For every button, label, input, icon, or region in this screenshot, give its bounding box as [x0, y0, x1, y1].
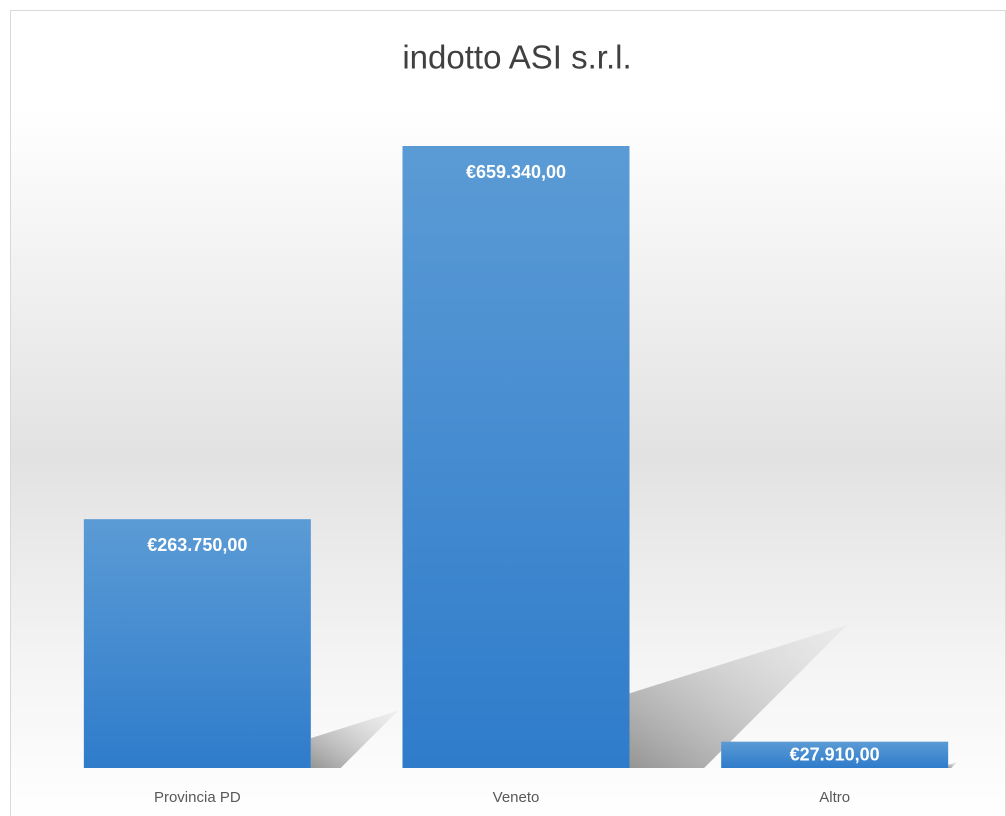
bar — [402, 146, 630, 768]
chart-title: indotto ASI s.r.l. — [402, 39, 631, 76]
bar-shadow — [948, 761, 958, 768]
data-label: €27.910,00 — [790, 745, 880, 765]
x-tick-label: Provincia PD — [154, 789, 241, 806]
data-label: €263.750,00 — [147, 535, 247, 555]
x-tick-label: Altro — [819, 789, 850, 806]
data-label: €659.340,00 — [466, 162, 566, 182]
bar — [83, 519, 311, 768]
bar — [721, 741, 949, 768]
x-tick-label: Veneto — [493, 789, 540, 806]
bar-shadow — [310, 710, 398, 768]
bar-shadow — [629, 624, 848, 768]
